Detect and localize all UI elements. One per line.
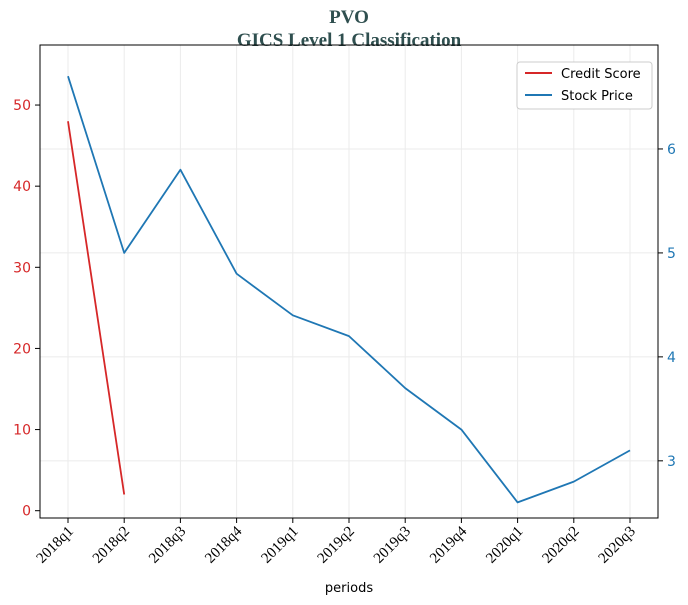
right-y-tick-label: 5 [667,246,676,262]
legend-label-credit-score: Credit Score [561,67,641,82]
x-tick-label: 2020q2 [539,524,582,567]
legend-label-stock-price: Stock Price [561,89,633,104]
series-line-stock-price [67,75,631,504]
x-tick-label: 2018q4 [202,523,245,566]
x-tick-label: 2018q1 [34,524,77,567]
left-y-tick-label: 50 [13,98,31,114]
series-lines [67,75,631,504]
x-tick-label: 2019q2 [315,524,358,567]
x-tick-label: 2019q1 [258,524,301,567]
left-y-tick-label: 10 [13,423,31,439]
grid [40,45,658,518]
x-tick-label: 2019q4 [427,523,470,566]
right-y-tick-label: 4 [667,350,676,366]
right-y-tick-label: 3 [667,454,676,470]
x-tick-label: 2018q3 [146,524,189,567]
chart-title: PVO [329,7,369,28]
x-axis: 2018q1 2018q2 2018q3 2018q4 2019q1 2019q2 2019… [34,518,639,567]
left-y-tick-label: 20 [13,341,31,357]
x-tick-label: 2020q3 [596,524,639,567]
x-tick-label: 2018q2 [90,524,133,567]
left-y-tick-label: 0 [22,504,31,520]
x-tick-label: 2019q3 [371,524,414,567]
left-y-axis: 0 10 20 30 40 50 [13,98,40,520]
left-y-tick-label: 40 [13,179,31,195]
left-y-tick-label: 30 [13,260,31,276]
right-y-axis: 3 4 5 6 [658,142,676,470]
right-y-tick-label: 6 [667,142,676,158]
series-line-credit-score [67,121,126,495]
x-tick-label: 2020q1 [483,524,526,567]
legend: Credit Score Stock Price [516,61,653,110]
x-axis-label: periods [325,581,373,596]
